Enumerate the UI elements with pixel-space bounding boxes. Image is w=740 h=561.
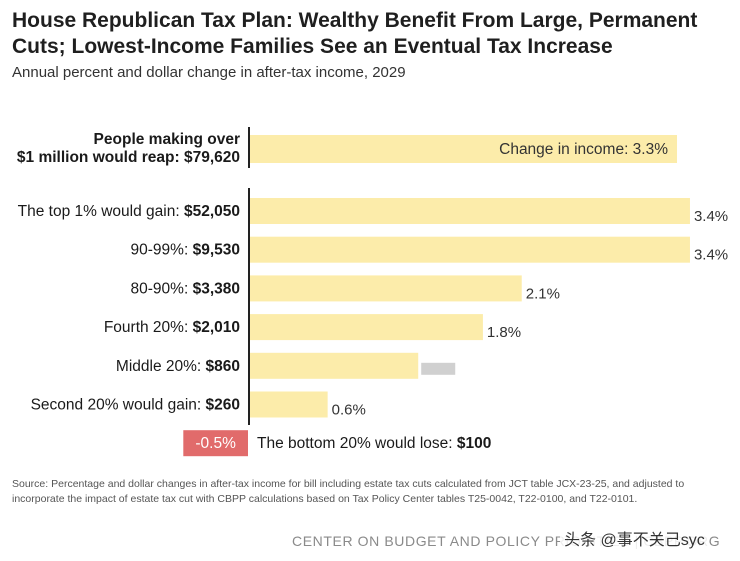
row-label-prefix: Second 20% would gain: bbox=[31, 397, 206, 414]
value-label: 3.4% bbox=[694, 208, 728, 225]
value-label: 0.6% bbox=[332, 402, 366, 419]
row-label-amount: $860 bbox=[206, 358, 240, 375]
row-label: 90-99%: $9,530 bbox=[131, 242, 240, 259]
bar bbox=[250, 391, 328, 418]
row-label-over-1-million-line1: People making over bbox=[94, 131, 240, 148]
row-label-amount: $52,050 bbox=[184, 203, 240, 220]
row-label-amount: $2,010 bbox=[193, 319, 240, 336]
bar bbox=[250, 236, 690, 263]
row-label: Second 20% would gain: $260 bbox=[31, 397, 240, 414]
obscured-value-label bbox=[421, 362, 456, 375]
row-label: 80-90%: $3,380 bbox=[131, 280, 240, 297]
row-label-prefix: Middle 20%: bbox=[116, 358, 206, 375]
value-label: 2.1% bbox=[526, 285, 560, 302]
watermark-text: 头条 @事不关己syc bbox=[560, 526, 709, 550]
source-note: Source: Percentage and dollar changes in… bbox=[12, 478, 685, 505]
row-label-prefix: The top 1% would gain: bbox=[18, 203, 184, 220]
row-label-bottom-20: The bottom 20% would lose: $100 bbox=[257, 435, 491, 452]
value-label-over-1-million: Change in income: 3.3% bbox=[499, 141, 668, 158]
row-label-prefix: Fourth 20%: bbox=[104, 319, 193, 336]
bar bbox=[250, 314, 483, 341]
row-label-amount: $3,380 bbox=[193, 280, 240, 297]
row-label-prefix: 90-99%: bbox=[131, 242, 193, 259]
row-label: Fourth 20%: $2,010 bbox=[104, 319, 240, 336]
bar-negative bbox=[183, 430, 248, 457]
bar bbox=[250, 198, 690, 224]
row-label-prefix: 80-90%: bbox=[131, 280, 193, 297]
chart-title: House Republican Tax Plan: Wealthy Benef… bbox=[12, 9, 698, 58]
bar bbox=[250, 352, 419, 379]
row-label: Middle 20%: $860 bbox=[116, 358, 240, 375]
row-label-prefix: The bottom 20% would lose: bbox=[257, 435, 457, 452]
value-label: 1.8% bbox=[487, 324, 521, 341]
bar-over-1-million bbox=[250, 135, 678, 163]
row-label-amount: $260 bbox=[206, 397, 240, 414]
value-label: 3.4% bbox=[694, 247, 728, 264]
row-label-over-1-million-line2: $1 million would reap: $79,620 bbox=[17, 149, 240, 166]
bar-chart: Change in income: 3.3% People making over… bbox=[17, 127, 728, 457]
row-label-amount: $100 bbox=[457, 435, 491, 452]
value-label-negative: -0.5% bbox=[195, 435, 236, 452]
row-label-amount: $9,530 bbox=[193, 242, 240, 259]
row-label: The top 1% would gain: $52,050 bbox=[18, 203, 240, 220]
chart-subtitle: Annual percent and dollar change in afte… bbox=[12, 64, 406, 81]
bar bbox=[250, 275, 522, 302]
